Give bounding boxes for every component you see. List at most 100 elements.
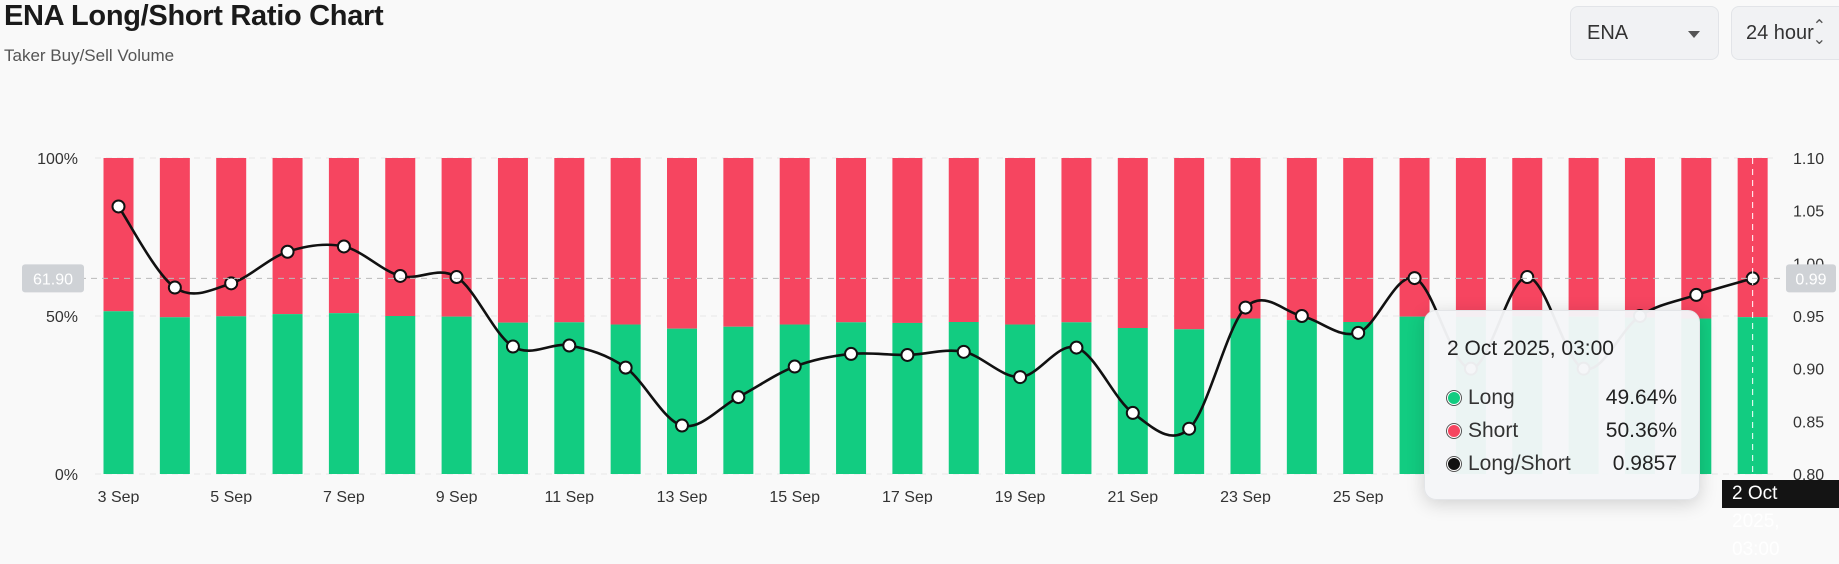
bar-short	[385, 158, 416, 316]
bar-long	[159, 317, 190, 474]
x-axis-tick: 13 Sep	[657, 489, 708, 504]
tooltip-row-short: Short 50.36%	[1447, 414, 1677, 447]
ratio-point	[449, 270, 464, 285]
x-axis-tick: 9 Sep	[436, 489, 478, 504]
x-axis-tick: 19 Sep	[995, 489, 1046, 504]
bar-long	[892, 322, 923, 474]
bar-short	[497, 158, 528, 323]
x-axis-tick: 25 Sep	[1333, 489, 1384, 504]
bar-long	[610, 324, 641, 474]
tooltip-short-value: 50.36%	[1605, 418, 1677, 442]
tooltip-ratio-value: 0.9857	[1612, 451, 1677, 475]
ratio-point	[1013, 370, 1028, 385]
ratio-point	[787, 359, 802, 374]
up-down-arrows-icon: ⌃ ⌄	[1812, 18, 1826, 48]
bar-short	[1061, 158, 1092, 323]
bar-long	[328, 313, 359, 474]
bar-short	[1005, 158, 1036, 325]
bar-short	[667, 158, 697, 329]
x-axis-tick: 21 Sep	[1107, 489, 1158, 504]
ratio-point	[1182, 421, 1197, 436]
bar-short	[1174, 158, 1205, 330]
bar-short	[216, 158, 247, 317]
right-axis-tick: 0.80	[1793, 467, 1824, 484]
bar-short	[441, 158, 472, 317]
bar-short	[1343, 158, 1374, 323]
asset-select[interactable]: ENA	[1570, 6, 1719, 60]
tooltip-ratio-label: Long/Short	[1468, 451, 1571, 475]
bar-short	[836, 158, 867, 323]
bar-long	[1005, 324, 1036, 474]
ratio-point	[1294, 309, 1309, 323]
bar-short	[723, 158, 754, 327]
bar-long	[836, 322, 867, 474]
chart-tooltip: 2 Oct 2025, 03:00 Long 49.64% Short 50.3…	[1424, 310, 1700, 500]
left-axis-tick: 0%	[55, 467, 78, 484]
bar-short	[1455, 158, 1486, 317]
tooltip-date: 2 Oct 2025, 03:00	[1447, 337, 1614, 360]
bar-short	[1286, 158, 1317, 321]
bar-short	[272, 158, 303, 315]
ratio-point	[956, 344, 971, 359]
crosshair-left-label: 61.90	[33, 271, 73, 288]
tooltip-long-value: 49.64%	[1605, 385, 1677, 409]
x-axis-tick: 11 Sep	[545, 489, 595, 504]
bar-long	[779, 324, 810, 474]
ratio-point	[844, 346, 859, 361]
bar-short	[1399, 158, 1430, 317]
ratio-point	[1351, 325, 1366, 340]
crosshair-right-badge	[1786, 264, 1836, 293]
ratio-dot-icon	[1447, 456, 1461, 471]
right-axis-tick: 0.85	[1793, 414, 1824, 431]
right-axis-tick: 1.05	[1793, 204, 1824, 221]
left-axis-tick: 100%	[37, 151, 78, 168]
x-axis-tick: 5 Sep	[210, 489, 252, 504]
ratio-point	[1125, 405, 1140, 420]
ratio-point	[280, 244, 295, 259]
bar-short	[948, 158, 979, 323]
bar-long	[103, 311, 134, 474]
x-axis-tick: 15 Sep	[769, 489, 820, 504]
right-axis-tick: 0.90	[1793, 362, 1824, 379]
bar-long	[385, 316, 416, 474]
bar-long	[1174, 329, 1205, 474]
tooltip-long-label: Long	[1468, 385, 1515, 409]
asset-select-value: ENA	[1587, 21, 1629, 44]
x-axis-tick: 3 Sep	[98, 489, 140, 504]
bar-long	[1286, 320, 1317, 474]
ratio-point	[731, 390, 746, 405]
period-select-value: 24 hour	[1746, 21, 1814, 44]
tooltip-row-ratio: Long/Short 0.9857	[1447, 447, 1677, 480]
ratio-point	[505, 339, 520, 354]
bar-short	[1230, 158, 1261, 319]
ratio-point	[675, 418, 689, 433]
right-axis-tick: 0.95	[1793, 309, 1824, 326]
ratio-point	[1069, 340, 1084, 355]
ratio-point	[562, 338, 577, 353]
bar-short	[328, 158, 359, 314]
ratio-point	[224, 276, 239, 291]
bar-long	[216, 316, 247, 474]
bar-long	[667, 328, 697, 474]
x-axis-tick: 7 Sep	[323, 489, 365, 504]
period-select[interactable]: 24 hour ⌃ ⌄	[1731, 6, 1839, 60]
page-title: ENA Long/Short Ratio Chart	[4, 0, 384, 32]
ratio-point	[336, 239, 351, 254]
crosshair-left-badge	[22, 264, 84, 293]
bar-short	[1117, 158, 1148, 329]
long-dot-icon	[1447, 390, 1461, 405]
left-axis-tick: 50%	[46, 309, 78, 326]
bar-long	[948, 322, 979, 474]
bar-long	[272, 314, 303, 474]
short-dot-icon	[1447, 423, 1461, 438]
ratio-point	[1238, 300, 1253, 315]
right-axis-tick: 1.10	[1793, 151, 1824, 168]
bar-short	[779, 158, 810, 325]
ratio-point	[1689, 287, 1704, 302]
ratio-point	[393, 268, 408, 283]
crosshair-right-label: 0.99	[1795, 271, 1826, 288]
ratio-point	[1520, 270, 1535, 285]
bar-short	[1512, 158, 1543, 317]
chevron-down-icon	[1688, 31, 1700, 38]
ratio-point	[167, 280, 182, 295]
